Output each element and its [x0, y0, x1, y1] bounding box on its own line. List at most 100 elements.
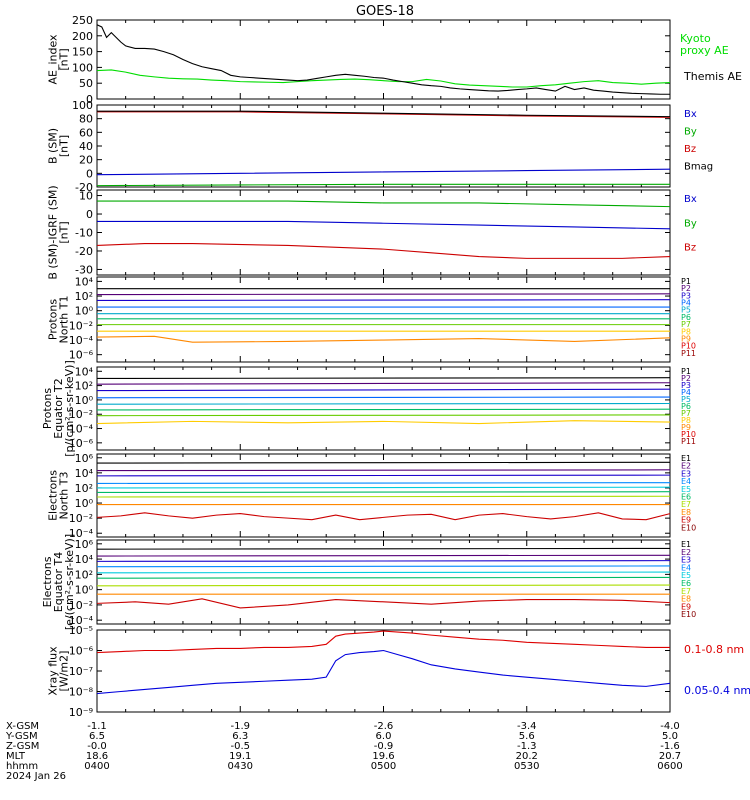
y-tick-label: 40 [79, 140, 93, 153]
y-tick-label: 10² [75, 290, 93, 303]
y-tick-label: 10⁰ [75, 394, 94, 407]
legend-entry: P1 [681, 277, 691, 286]
legend-entry: 0.1-0.8 nm [684, 643, 744, 656]
series-line-e9 [96, 598, 671, 609]
x-axis-value: 18.6 [86, 751, 108, 762]
series-line-0-1-0-8-nm [96, 630, 670, 654]
y-tick-label: 10² [75, 482, 93, 495]
legend-entry: P10 [681, 342, 696, 351]
legend-entry: Kyoto [680, 32, 711, 45]
legend-entry: E8 [681, 595, 691, 604]
y-tick-label: -10 [75, 227, 93, 240]
y-tick-label: 10⁻⁹ [69, 706, 93, 719]
legend-entry: Bx [684, 109, 697, 120]
legend-entry: P9 [681, 423, 691, 432]
legend-entry: E4 [681, 477, 691, 486]
legend-entry: P7 [681, 409, 691, 418]
legend-entry: E4 [681, 563, 691, 572]
panel-3: -30 -20 -10 0 10 B (SM)-IGRF (SM)[nT] Bx By Bz [47, 185, 697, 279]
y-axis-label: Xray flux[W/m2] [47, 646, 71, 696]
y-tick-label: 10⁻² [69, 319, 93, 332]
x-axis-row-label: Z-GSM [6, 741, 39, 752]
y-tick-label: -30 [75, 263, 93, 276]
y-tick-label: 100 [72, 99, 93, 112]
y-tick-label: 10⁻⁴ [69, 614, 94, 627]
legend: Bx By Bz Bmag [684, 109, 713, 173]
y-tick-label: 10⁻⁴ [69, 423, 94, 436]
series-line-p2 [96, 293, 671, 296]
panel-frame [96, 276, 671, 363]
legend-entry: P2 [681, 284, 691, 293]
x-axis-value: -0.9 [374, 741, 394, 752]
y-tick-label: 10⁴ [75, 275, 94, 288]
x-axis-value: 19.1 [229, 751, 251, 762]
series-line-p1 [96, 377, 671, 379]
series-line-p5 [96, 402, 671, 405]
x-axis-value: -1.6 [660, 741, 680, 752]
series-line-e7 [96, 495, 671, 498]
legend-entry: P7 [681, 320, 691, 329]
panel-frame [96, 453, 671, 538]
x-axis-value: 20.7 [659, 751, 681, 762]
y-tick-label: 200 [72, 30, 93, 43]
legend: 0.1-0.8 nm 0.05-0.4 nm [684, 643, 750, 697]
series-line-p4 [96, 396, 671, 399]
y-tick-label: 10⁶ [75, 538, 94, 551]
legend-entry: E5 [681, 485, 691, 494]
series-line-p3 [96, 388, 671, 392]
legend-entry: 0.05-0.4 nm [684, 684, 750, 697]
y-tick-label: 10⁻⁴ [69, 527, 94, 540]
series-line-e9 [96, 512, 671, 521]
y-tick-label: 150 [72, 46, 93, 59]
x-axis-value: -1.1 [87, 721, 107, 732]
series-line-e4 [96, 482, 671, 484]
series-line-e6 [96, 491, 671, 494]
series-line-p9 [96, 335, 671, 343]
y-tick-label: 20 [79, 154, 93, 167]
y-tick-label: 10⁴ [75, 467, 94, 480]
x-axis-value: -0.0 [87, 741, 107, 752]
legend-entry: P3 [681, 291, 691, 300]
y-tick-label: 100 [72, 61, 93, 74]
legend-entry: E10 [681, 523, 696, 532]
y-axis-label: AE_index[nT] [47, 34, 71, 85]
y-tick-label: 10⁻² [69, 599, 93, 612]
series-line-bx [97, 220, 671, 230]
legend-entry: E1 [681, 454, 691, 463]
y-tick-label: 10⁴ [75, 365, 94, 378]
y-tick-label: 10⁰ [75, 584, 94, 597]
x-axis-value: 0500 [371, 761, 396, 772]
series-line-e5 [96, 486, 671, 489]
series-line-kyoto-proxy-ae [96, 69, 671, 88]
legend-entry: E3 [681, 469, 691, 478]
series-line-bmag [97, 110, 671, 118]
series-line-e2 [96, 469, 671, 472]
legend: Bx By Bz [684, 194, 697, 254]
x-axis-row-label: MLT [6, 751, 26, 762]
legend-entry: Bz [684, 144, 696, 155]
series-line-e3 [96, 474, 671, 477]
panel-frame [96, 629, 671, 713]
y-tick-label: 10⁴ [75, 553, 94, 566]
x-axis-value: -3.4 [517, 721, 537, 732]
x-axis-value: 6.0 [376, 731, 392, 742]
y-tick-label: -20 [75, 245, 93, 258]
panel-frame [96, 104, 671, 188]
panel-frame [96, 539, 671, 625]
legend-entry: P5 [681, 395, 691, 404]
series-line-bz [96, 243, 671, 259]
legend-entry: E9 [681, 516, 691, 525]
y-tick-label: 10⁻⁷ [69, 665, 93, 678]
legend-entry: P10 [681, 430, 696, 439]
legend-entry: By [684, 218, 697, 229]
y-tick-label: 60 [79, 126, 93, 139]
legend-entry: P8 [681, 416, 691, 425]
